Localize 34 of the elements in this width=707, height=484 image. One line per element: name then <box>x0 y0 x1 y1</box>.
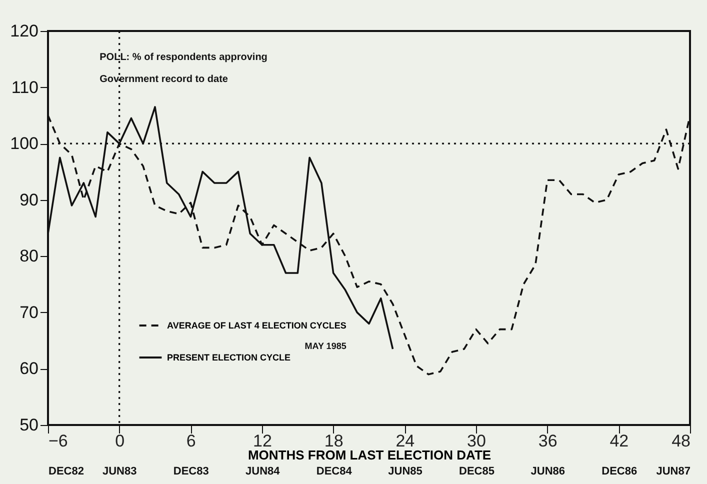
y-tick-label: 100 <box>10 134 38 154</box>
y-tick-label: 80 <box>20 246 38 266</box>
x-tick-label: 0 <box>115 432 125 450</box>
y-tick-label: 120 <box>10 22 38 40</box>
text: POLL: % of respondents approving <box>100 52 268 63</box>
x-tick-label: 12 <box>253 432 272 450</box>
x-axis-title: MONTHS FROM LAST ELECTION DATE <box>248 448 492 462</box>
x2-tick-label: DEC83 <box>173 466 209 478</box>
x-tick-label: 18 <box>324 432 344 450</box>
x2-tick-label: DEC86 <box>602 466 638 478</box>
x2-tick-label: JUN83 <box>102 466 137 478</box>
y-tick-label: 110 <box>11 78 38 97</box>
x2-tick-label: JUN87 <box>656 466 690 478</box>
x2-tick-label: DEC84 <box>316 466 353 478</box>
y-tick-label: 70 <box>20 302 38 322</box>
x-tick-label: 30 <box>467 432 486 450</box>
x-tick-label: 48 <box>672 432 690 450</box>
x-tick-label: 6 <box>186 432 196 450</box>
legend-label: PRESENT ELECTION CYCLE <box>167 352 291 362</box>
annotation: MAY 1985 <box>304 341 346 352</box>
x-tick-label: −6 <box>48 432 68 450</box>
x2-tick-label: DEC82 <box>48 466 84 478</box>
x-tick-label: 24 <box>396 432 415 450</box>
x2-tick-label: JUN86 <box>530 466 565 478</box>
text: Government record to date <box>100 74 228 85</box>
x-tick-label: 42 <box>610 432 629 450</box>
x2-tick-label: JUN84 <box>246 466 281 478</box>
legend-label: AVERAGE OF LAST 4 ELECTION CYCLES <box>167 320 346 330</box>
x2-tick-label: DEC85 <box>459 466 494 478</box>
x-tick-label: 36 <box>538 432 558 450</box>
y-tick-label: 50 <box>20 416 38 434</box>
x2-tick-label: JUN85 <box>388 466 422 478</box>
y-tick-label: 90 <box>20 190 38 210</box>
y-tick-label: 60 <box>20 359 38 378</box>
